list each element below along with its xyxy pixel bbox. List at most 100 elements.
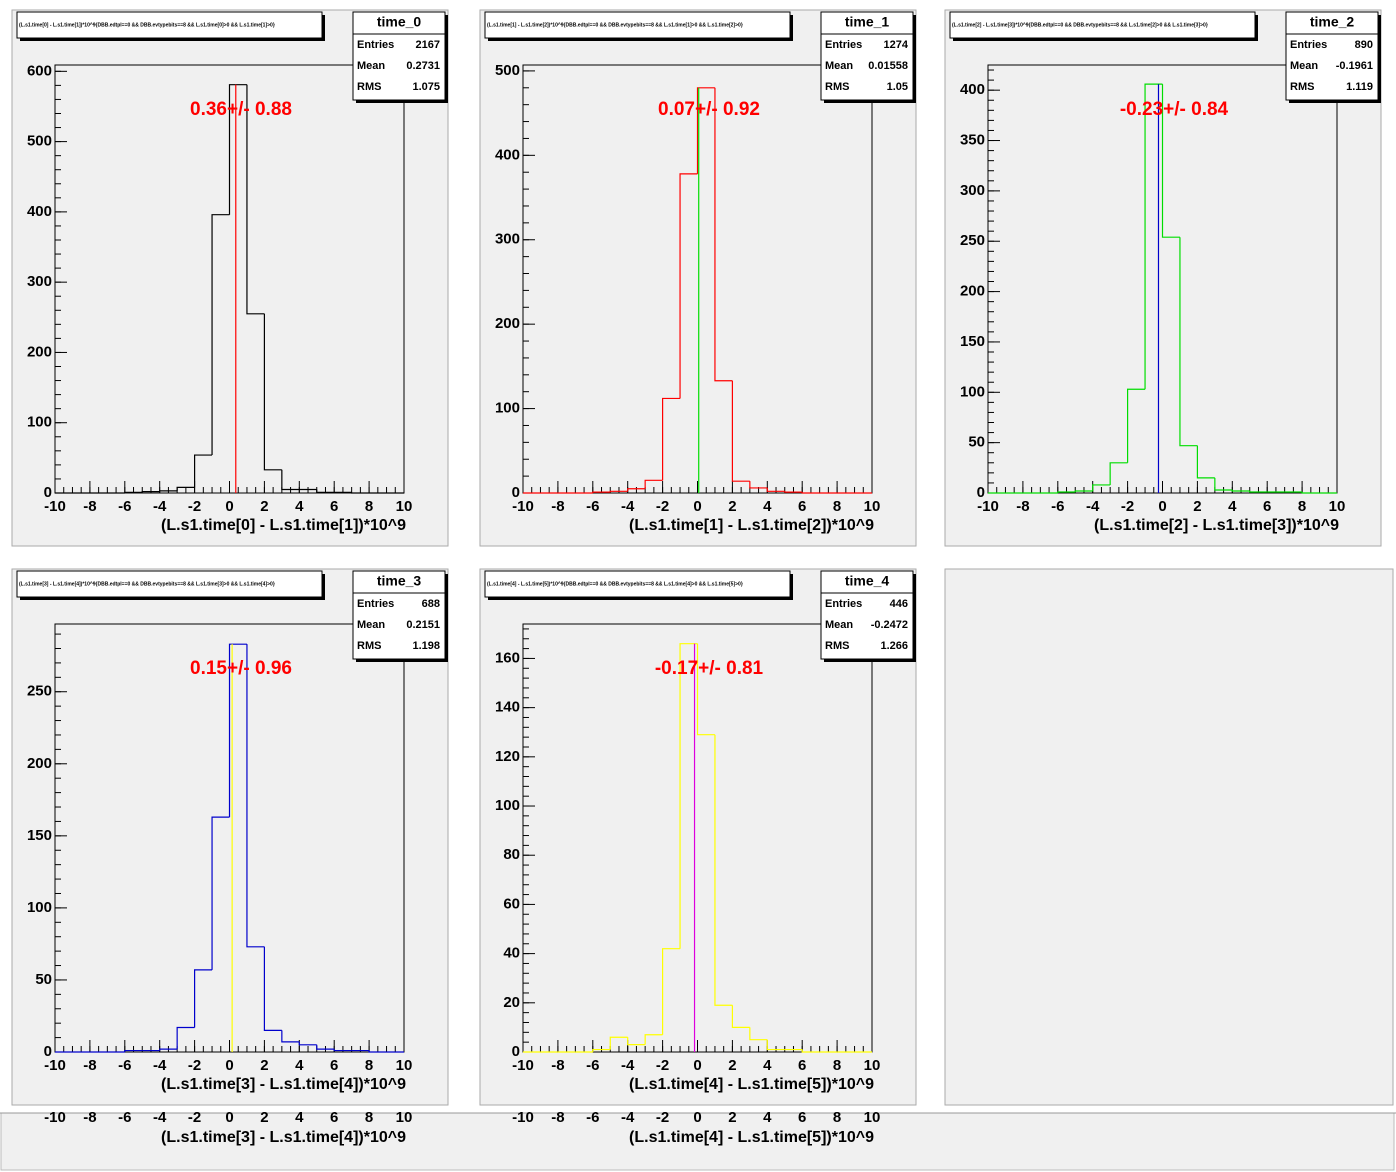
histogram-bin [263,313,282,471]
ghost-pad [0,1112,1395,1171]
histogram-bin [766,487,785,492]
ghost-x-tick-label: 4 [763,1109,772,1126]
ghost-x-tick-label: 2 [260,1109,268,1126]
stats-name: time_4 [845,573,890,589]
annotation: -0.23+/- 0.84 [1120,99,1229,120]
histogram-bin [679,643,698,949]
title: (L.s1.time[1] - L.s1.time[2])*10^9{DBB.e… [487,22,743,28]
x-tick-label: 4 [1228,498,1237,515]
x-tick-label: -10 [44,498,66,515]
ghost-x-tick-label: -4 [621,1109,635,1126]
ghost-x-tick-label: -10 [44,1109,66,1126]
stats-value: -0.2472 [871,619,908,631]
y-tick-label: 200 [27,755,52,772]
histogram-bin [1301,491,1320,494]
histogram-bin [801,1049,820,1053]
y-tick-label: 200 [27,343,52,360]
x-tick-label: 10 [1329,498,1346,515]
y-tick-label: 200 [960,283,985,300]
x-tick-label: 0 [693,1057,701,1074]
title: (L.s1.time[3] - L.s1.time[4])*10^9{DBB.e… [19,581,275,587]
ghost-x-tick-label: -4 [153,1109,167,1126]
x-tick-label: -10 [512,1057,534,1074]
x-tick-label: -8 [83,1057,96,1074]
x-tick-label: -2 [656,1057,669,1074]
ghost-x-tick-label: 0 [693,1109,701,1126]
histogram-bin [662,397,681,481]
y-tick-label: 40 [503,945,520,962]
stats-label: RMS [1290,81,1314,93]
x-tick-label: 2 [260,1057,268,1074]
x-tick-label: -10 [44,1057,66,1074]
y-tick-label: 20 [503,994,520,1011]
histogram-bin [316,489,335,493]
histogram-bin [1109,462,1128,485]
histogram-bin [176,486,195,491]
empty-pad [944,568,1394,1106]
x-tick-label: -6 [1051,498,1064,515]
stats-value: 1.075 [412,81,440,93]
histogram-bin [592,491,611,493]
histogram-bin [609,1036,628,1050]
pad: 0 50 100 150 200 250 -10 -10 -8 -8 -6 -6 -4 -4 -2 -2 0 0 2… [11,568,449,1146]
histogram-bin [281,1030,300,1043]
histogram-bin [316,1044,335,1050]
histogram-bin [1074,490,1093,492]
y-tick-label: 400 [27,203,52,220]
histogram-bin [1214,477,1233,491]
x-axis-label: (L.s1.time[2] - L.s1.time[3])*10^9 [1094,517,1339,534]
x-tick-label: -6 [586,1057,599,1074]
x-tick-label: 6 [330,1057,338,1074]
ghost-x-tick-label: -2 [188,1109,201,1126]
histogram-bin [1144,83,1163,390]
ghost-x-tick-label: -8 [551,1109,564,1126]
stats-label: RMS [357,81,381,93]
stats-value: 1.119 [1346,81,1373,93]
histogram-bin [228,643,247,818]
histogram-bin [731,380,750,482]
y-tick-label: 50 [968,434,985,451]
ghost-x-tick-label: 8 [833,1109,841,1126]
histogram-bin [679,173,698,399]
x-tick-label: 0 [225,1057,233,1074]
x-tick-label: 2 [728,1057,736,1074]
ghost-x-tick-label: 10 [396,1109,413,1126]
y-tick-label: 100 [27,899,52,916]
title-box [949,11,1256,39]
histogram-bin [228,84,247,215]
y-tick-label: 300 [960,182,985,199]
stats-name: time_1 [845,14,890,30]
x-tick-label: -4 [621,1057,635,1074]
y-tick-label: 300 [27,273,52,290]
histogram-bin [211,214,230,456]
histogram-bin [696,87,715,174]
x-tick-label: 10 [864,1057,881,1074]
x-tick-label: 6 [330,498,338,515]
ghost-x-tick-label: 4 [295,1109,304,1126]
stats-box [352,11,446,101]
histogram-bin [263,946,282,1031]
histogram-bin [194,454,213,488]
x-tick-label: 0 [1158,498,1166,515]
y-tick-label: 150 [27,827,52,844]
y-tick-label: 0 [44,484,52,501]
stats-name: time_0 [377,14,422,30]
y-tick-label: 0 [512,484,520,501]
stats-label: RMS [825,640,849,652]
title: (L.s1.time[4] - L.s1.time[5])*10^9{DBB.e… [487,581,743,587]
histogram-bin [644,1034,663,1045]
x-tick-label: -2 [1121,498,1134,515]
histogram-bin [1161,84,1180,238]
y-tick-label: 100 [495,400,520,417]
histogram-bin [627,488,646,492]
stats-label: RMS [825,81,849,93]
x-tick-label: 8 [365,1057,373,1074]
histogram-bin [1231,489,1250,492]
stats-label: Mean [357,60,385,72]
histogram-bin [609,490,628,493]
histogram-bin [662,948,681,1035]
x-tick-label: -6 [118,1057,131,1074]
y-tick-label: 600 [27,62,52,79]
title-box [484,570,791,598]
